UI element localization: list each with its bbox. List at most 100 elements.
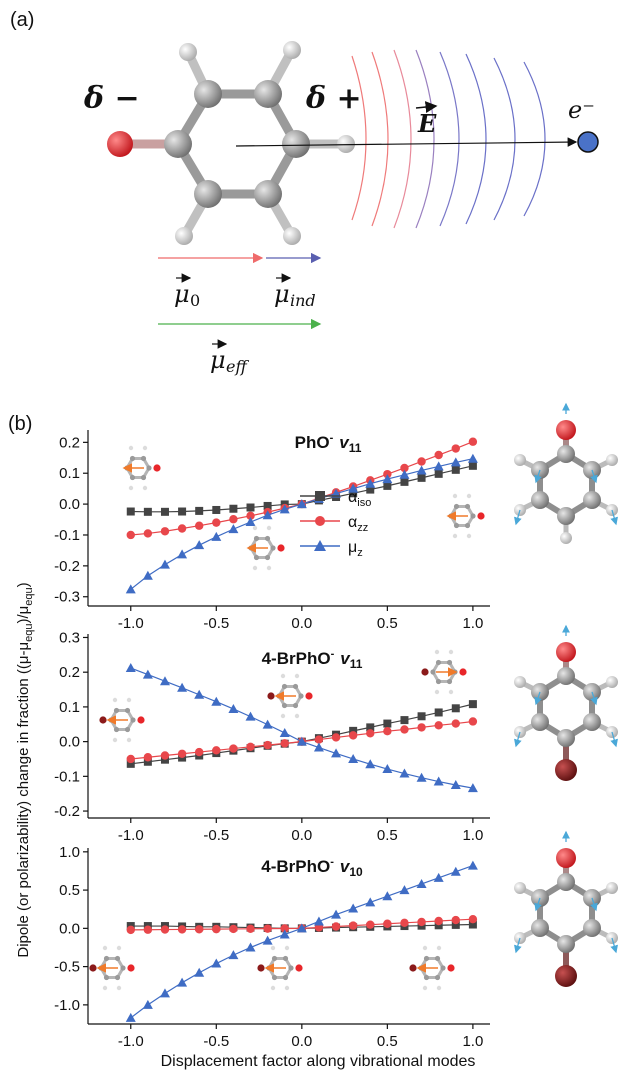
y-tick-label: 0.5 <box>59 882 80 899</box>
data-point <box>125 663 136 673</box>
data-point <box>194 689 205 699</box>
data-point <box>126 530 135 540</box>
x-tick-label: 0.0 <box>291 827 312 844</box>
panel-a: (a) <box>10 9 599 376</box>
data-point <box>212 924 221 934</box>
data-point <box>365 897 376 907</box>
data-point <box>467 453 478 463</box>
x-tick-label: 1.0 <box>462 1033 483 1050</box>
data-point <box>229 515 238 524</box>
data-point <box>417 917 426 927</box>
subplot-title: 4-BrPhO-v11 <box>262 648 363 671</box>
data-point <box>468 461 477 470</box>
data-point <box>399 768 410 778</box>
data-point <box>451 915 460 925</box>
data-point <box>417 712 426 721</box>
mu0-label: μ 0 <box>174 273 200 310</box>
panel-b-label: (b) <box>8 413 32 435</box>
x-tick-label: -0.5 <box>203 1033 229 1050</box>
mode-inset <box>99 697 145 743</box>
data-point <box>451 465 460 474</box>
data-point <box>143 753 153 762</box>
svg-text:μ: μ <box>210 346 226 374</box>
data-point <box>451 920 460 929</box>
data-point <box>262 719 273 729</box>
panel-a-label: (a) <box>10 9 34 31</box>
data-point <box>228 703 239 713</box>
data-point <box>211 531 222 541</box>
data-point <box>296 736 307 746</box>
data-point <box>126 507 135 516</box>
data-point <box>262 510 273 520</box>
x-tick-label: 0.0 <box>291 615 312 632</box>
data-point <box>314 735 324 744</box>
mode-inset <box>122 445 161 491</box>
mode-inset <box>409 945 455 991</box>
data-point <box>246 503 255 512</box>
y-tick-label: -0.1 <box>54 768 80 785</box>
data-point <box>262 935 273 945</box>
data-point <box>126 925 135 935</box>
data-point <box>126 759 135 768</box>
series-alpha-iso <box>126 700 477 768</box>
data-point <box>280 924 289 933</box>
carbon-atom <box>194 80 222 108</box>
mode-inset <box>267 673 313 719</box>
subplot-1: 0.2 0.1 0.0 -0.1 -0.2 -0.3 -1.0 -0.5 0.0 0.5 1.0 Ph… <box>54 430 490 632</box>
data-point <box>143 529 153 538</box>
data-point <box>331 909 342 919</box>
x-tick-label: 0.0 <box>291 1033 312 1050</box>
data-point <box>366 920 375 929</box>
svg-text:αzz: αzz <box>348 514 368 534</box>
data-point <box>467 860 478 870</box>
data-point <box>279 504 290 514</box>
data-point <box>467 783 478 793</box>
data-point <box>212 746 221 755</box>
data-point <box>194 967 205 977</box>
data-point <box>400 725 409 734</box>
series-alpha-zz <box>126 717 478 764</box>
svg-text:αiso: αiso <box>348 489 371 509</box>
data-point <box>194 521 204 530</box>
data-point <box>245 517 256 527</box>
data-point <box>143 507 152 516</box>
data-point <box>331 922 341 931</box>
carbon-atom <box>194 180 222 208</box>
data-point <box>434 916 443 926</box>
data-point <box>366 729 375 738</box>
data-point <box>211 696 222 706</box>
x-tick-label: 1.0 <box>462 827 483 844</box>
data-point <box>383 719 392 728</box>
series-mu-z <box>125 860 478 1022</box>
x-tick-label: -0.5 <box>203 827 229 844</box>
data-point <box>331 733 341 742</box>
data-point <box>433 776 444 786</box>
data-point <box>382 474 393 484</box>
data-point <box>177 977 188 987</box>
data-point <box>433 872 444 882</box>
data-point <box>417 457 426 466</box>
y-tick-label: -0.5 <box>54 959 80 976</box>
data-point <box>296 499 307 509</box>
hydrogen-atom <box>337 135 355 153</box>
hydrogen-atom <box>175 227 193 245</box>
data-point <box>142 669 153 679</box>
data-point <box>177 682 188 692</box>
data-point <box>417 473 426 482</box>
data-point <box>195 506 204 515</box>
data-point <box>229 504 238 513</box>
y-tick-label: 1.0 <box>59 844 80 861</box>
data-point <box>177 549 188 559</box>
data-point <box>365 759 376 769</box>
data-point <box>468 920 477 929</box>
legend-item-mu-z: μz <box>300 539 363 559</box>
series-mu-z <box>125 453 478 594</box>
legend-item-alpha-iso: αiso <box>300 489 371 509</box>
data-point <box>416 878 427 888</box>
data-point <box>468 717 478 726</box>
data-point <box>365 478 376 488</box>
y-tick-label: 0.3 <box>59 629 80 646</box>
carbon-atom <box>254 180 282 208</box>
svg-text:eff: eff <box>226 357 249 376</box>
data-point <box>212 505 221 514</box>
